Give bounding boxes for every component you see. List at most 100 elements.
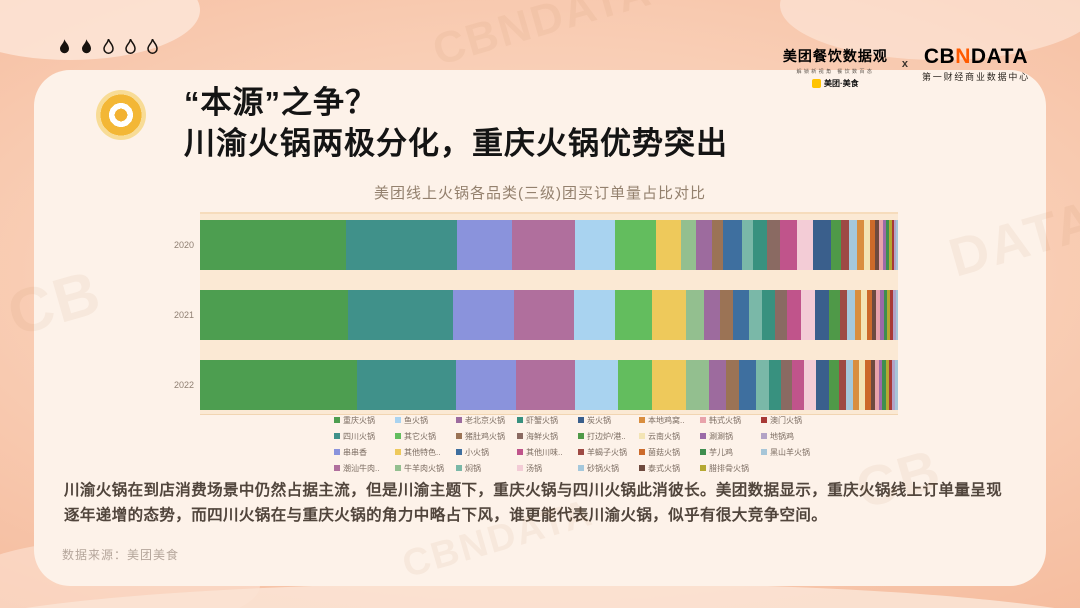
legend-label: 本地鸡窝.. [648, 415, 685, 425]
bar-segment [830, 220, 841, 270]
flame-icon [147, 38, 158, 54]
bar-segment [883, 290, 888, 340]
legend-label: 腊排骨火锅 [709, 463, 749, 473]
legend-item: 其它火锅 [395, 428, 454, 444]
legend-label: 猪肚鸡火锅 [465, 431, 505, 441]
bar-segment [857, 220, 864, 270]
legend-swatch [639, 417, 645, 423]
legend-label: 韩式火锅 [709, 415, 741, 425]
bar-segment [725, 360, 739, 410]
legend-swatch [456, 417, 462, 423]
bar-segment [894, 360, 898, 410]
meituan-badge-icon [812, 79, 822, 88]
legend-swatch [395, 417, 401, 423]
cbn-n: N [955, 45, 971, 68]
title-line-2: 川渝火锅两极分化，重庆火锅优势突出 [184, 126, 728, 161]
bar-segment [863, 220, 870, 270]
legend-label: 涮涮锅 [709, 431, 733, 441]
legend-label: 鱼火锅 [404, 415, 428, 425]
legend-item: 云南火锅 [639, 428, 698, 444]
legend-swatch [395, 449, 401, 455]
legend-label: 打边炉/港.. [587, 431, 626, 441]
bar-segment [200, 220, 346, 270]
bar-segment [749, 290, 763, 340]
legend-label: 海鲜火锅 [526, 431, 558, 441]
bar-segment [732, 290, 750, 340]
bar-segment [816, 360, 830, 410]
legend-item: 海鲜火锅 [517, 428, 576, 444]
bar-segment [878, 220, 884, 270]
legend-item: 打边炉/港.. [578, 428, 637, 444]
meituan-logo-title: 美团餐饮数据观 [782, 48, 888, 64]
legend-swatch [578, 417, 584, 423]
bar-segment [792, 360, 804, 410]
meituan-brand-label: 美团·美食 [824, 79, 859, 88]
legend-label: 串串香 [343, 447, 367, 457]
legend-item: 菌菇火锅 [639, 444, 698, 460]
chart-title: 美团线上火锅各品类(三级)团买订单量占比对比 [374, 185, 706, 202]
bar-segment [888, 220, 892, 270]
bar-segment [686, 360, 709, 410]
flame-rating [56, 38, 161, 58]
legend-label: 虾蟹火锅 [526, 415, 558, 425]
legend-swatch [578, 449, 584, 455]
legend-label: 潮汕牛肉.. [343, 463, 380, 473]
bar-segment [865, 360, 871, 410]
bar-segment [839, 360, 847, 410]
legend-swatch [639, 449, 645, 455]
bar-row-2021: 2021 [174, 290, 898, 340]
legend-item: 炭火锅 [578, 412, 637, 428]
bar-segment [890, 290, 893, 340]
bar-track [200, 290, 898, 340]
bar-segment [874, 220, 879, 270]
legend-swatch [700, 465, 706, 471]
bar-segment [878, 360, 883, 410]
legend-label: 牛羊肉火锅 [404, 463, 444, 473]
flame-icon [82, 39, 91, 54]
legend-item: 其他特色.. [395, 444, 454, 460]
cbndata-logo: CBNDATA 第一财经商业数据中心 [922, 46, 1030, 83]
bar-segment [883, 220, 886, 270]
legend-swatch [761, 433, 767, 439]
bar-segment [815, 290, 830, 340]
bar-segment [720, 290, 733, 340]
bar-segment [345, 220, 457, 270]
bar-segment [882, 360, 886, 410]
bar-track [200, 360, 898, 410]
brand-logos: 美团餐饮数据观 解锁新视角 餐饮数百态 美团·美食 x CBNDATA 第一财经… [783, 46, 1030, 89]
legend-swatch [456, 449, 462, 455]
bar-segment [887, 290, 891, 340]
bar-segment [874, 360, 879, 410]
legend-swatch [334, 433, 340, 439]
legend-item: 四川火锅 [334, 428, 393, 444]
legend-item: 潮汕牛肉.. [334, 460, 393, 476]
flame-icon [125, 38, 136, 54]
bar-segment [885, 360, 890, 410]
bar-segment [774, 290, 788, 340]
bar-segment [855, 290, 862, 340]
legend-item: 其他川味.. [517, 444, 576, 460]
bar-segment [861, 290, 868, 340]
legend-label: 小火锅 [465, 447, 489, 457]
bar-segment [870, 360, 875, 410]
legend-item: 汤锅 [517, 460, 576, 476]
bar-segment [766, 220, 780, 270]
cbndata-logo-subtitle: 第一财经商业数据中心 [921, 72, 1030, 82]
bar-segment [573, 290, 616, 340]
bar-segment [780, 360, 793, 410]
legend-label: 砂锅火锅 [587, 463, 619, 473]
bar-segment [869, 220, 875, 270]
bar-segment [738, 360, 756, 410]
legend-item: 砂锅火锅 [578, 460, 637, 476]
legend-item: 腊排骨火锅 [700, 460, 759, 476]
legend-label: 炭火锅 [587, 415, 611, 425]
bar-segment [892, 290, 896, 340]
legend-swatch [761, 449, 767, 455]
axis-label-year: 2021 [173, 310, 194, 320]
bar-segment [357, 360, 457, 410]
bar-segment [456, 220, 512, 270]
legend-swatch [456, 465, 462, 471]
bar-segment [200, 360, 358, 410]
stacked-bar-chart: 2020 2021 2022 [174, 212, 898, 415]
legend-item: 韩式火锅 [700, 412, 759, 428]
